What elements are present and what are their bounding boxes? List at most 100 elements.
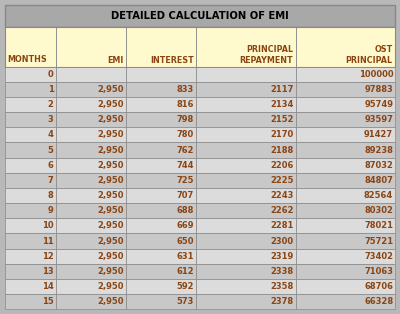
Text: 2225: 2225 (270, 176, 294, 185)
Text: 707: 707 (177, 191, 194, 200)
Text: 2300: 2300 (270, 236, 294, 246)
Text: 780: 780 (177, 130, 194, 139)
FancyBboxPatch shape (56, 127, 126, 143)
FancyBboxPatch shape (5, 158, 56, 173)
FancyBboxPatch shape (126, 188, 196, 203)
FancyBboxPatch shape (296, 158, 395, 173)
FancyBboxPatch shape (5, 233, 56, 249)
FancyBboxPatch shape (296, 264, 395, 279)
FancyBboxPatch shape (126, 82, 196, 97)
Text: 2,950: 2,950 (97, 282, 124, 291)
Text: 0: 0 (48, 70, 54, 78)
Text: 2,950: 2,950 (97, 145, 124, 154)
Text: MONTHS: MONTHS (7, 55, 47, 64)
Text: 3: 3 (48, 115, 54, 124)
FancyBboxPatch shape (56, 279, 126, 294)
Text: 744: 744 (176, 161, 194, 170)
FancyBboxPatch shape (296, 143, 395, 158)
FancyBboxPatch shape (5, 67, 56, 82)
Text: 5: 5 (48, 145, 54, 154)
Text: 2206: 2206 (270, 161, 294, 170)
Text: 75721: 75721 (364, 236, 393, 246)
Text: 2319: 2319 (270, 252, 294, 261)
FancyBboxPatch shape (56, 112, 126, 127)
FancyBboxPatch shape (296, 279, 395, 294)
FancyBboxPatch shape (196, 294, 296, 309)
Text: 97883: 97883 (364, 85, 393, 94)
FancyBboxPatch shape (56, 82, 126, 97)
Text: 592: 592 (176, 282, 194, 291)
Text: 798: 798 (177, 115, 194, 124)
Text: INTEREST: INTEREST (150, 56, 194, 65)
FancyBboxPatch shape (56, 233, 126, 249)
Text: 66328: 66328 (364, 297, 393, 306)
FancyBboxPatch shape (5, 188, 56, 203)
Text: 15: 15 (42, 297, 54, 306)
FancyBboxPatch shape (126, 173, 196, 188)
Text: 12: 12 (42, 252, 54, 261)
Text: 2338: 2338 (270, 267, 294, 276)
Text: 688: 688 (177, 206, 194, 215)
FancyBboxPatch shape (56, 143, 126, 158)
FancyBboxPatch shape (126, 264, 196, 279)
FancyBboxPatch shape (196, 158, 296, 173)
FancyBboxPatch shape (296, 67, 395, 82)
FancyBboxPatch shape (196, 249, 296, 264)
FancyBboxPatch shape (5, 249, 56, 264)
FancyBboxPatch shape (56, 294, 126, 309)
Text: 80302: 80302 (364, 206, 393, 215)
Text: 669: 669 (176, 221, 194, 230)
FancyBboxPatch shape (196, 218, 296, 233)
Text: 612: 612 (176, 267, 194, 276)
Text: 9: 9 (48, 206, 54, 215)
FancyBboxPatch shape (5, 203, 56, 218)
FancyBboxPatch shape (126, 218, 196, 233)
FancyBboxPatch shape (5, 218, 56, 233)
Text: 2378: 2378 (270, 297, 294, 306)
Text: 631: 631 (176, 252, 194, 261)
FancyBboxPatch shape (56, 203, 126, 218)
Text: 2134: 2134 (270, 100, 294, 109)
FancyBboxPatch shape (296, 127, 395, 143)
FancyBboxPatch shape (126, 67, 196, 82)
Text: 833: 833 (177, 85, 194, 94)
Text: 2188: 2188 (270, 145, 294, 154)
Text: 2281: 2281 (270, 221, 294, 230)
FancyBboxPatch shape (5, 143, 56, 158)
Text: 725: 725 (176, 176, 194, 185)
Text: 1: 1 (48, 85, 54, 94)
Text: 73402: 73402 (364, 252, 393, 261)
Text: 6: 6 (48, 161, 54, 170)
Text: 2,950: 2,950 (97, 191, 124, 200)
Text: 2,950: 2,950 (97, 115, 124, 124)
Text: DETAILED CALCULATION OF EMI: DETAILED CALCULATION OF EMI (111, 11, 289, 21)
Text: 82564: 82564 (364, 191, 393, 200)
Text: PRINCIPAL
REPAYMENT: PRINCIPAL REPAYMENT (240, 45, 293, 65)
FancyBboxPatch shape (5, 5, 395, 27)
Text: 2,950: 2,950 (97, 236, 124, 246)
FancyBboxPatch shape (126, 143, 196, 158)
FancyBboxPatch shape (126, 294, 196, 309)
Text: 71063: 71063 (364, 267, 393, 276)
FancyBboxPatch shape (296, 203, 395, 218)
Text: 2,950: 2,950 (97, 85, 124, 94)
Text: 2,950: 2,950 (97, 100, 124, 109)
Text: 95749: 95749 (364, 100, 393, 109)
Text: 2358: 2358 (270, 282, 294, 291)
FancyBboxPatch shape (56, 173, 126, 188)
FancyBboxPatch shape (5, 112, 56, 127)
Text: 762: 762 (176, 145, 194, 154)
Text: 2,950: 2,950 (97, 221, 124, 230)
FancyBboxPatch shape (296, 233, 395, 249)
FancyBboxPatch shape (5, 294, 56, 309)
Text: 2,950: 2,950 (97, 161, 124, 170)
Text: 2,950: 2,950 (97, 297, 124, 306)
FancyBboxPatch shape (5, 279, 56, 294)
Text: 2170: 2170 (270, 130, 294, 139)
FancyBboxPatch shape (5, 173, 56, 188)
FancyBboxPatch shape (296, 97, 395, 112)
FancyBboxPatch shape (296, 188, 395, 203)
FancyBboxPatch shape (56, 249, 126, 264)
Text: EMI: EMI (107, 56, 124, 65)
Text: 68706: 68706 (364, 282, 393, 291)
